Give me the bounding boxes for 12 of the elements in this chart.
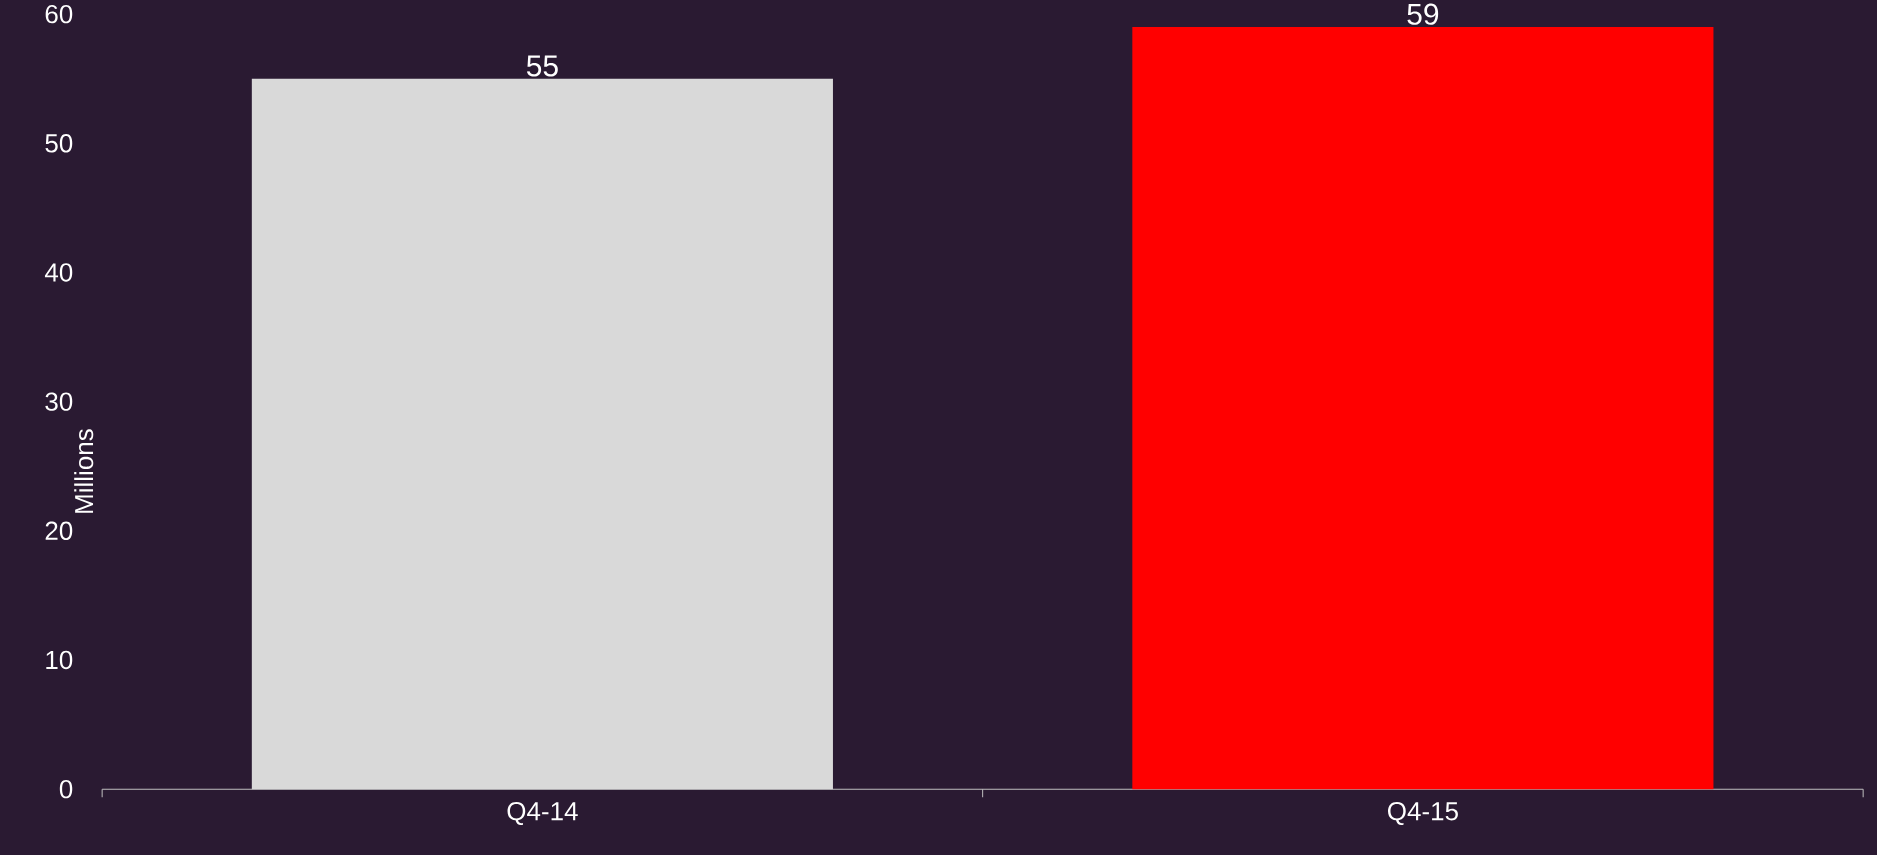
y-tick-label: 60 [45, 4, 73, 24]
y-tick-label: 0 [59, 779, 73, 799]
y-tick-label: 20 [45, 521, 73, 540]
x-tick-label: Q4-15 [1388, 801, 1458, 826]
y-tick-label: 40 [44, 263, 73, 282]
y-tick-label: 50 [45, 134, 73, 153]
data-label: 55 [526, 55, 558, 77]
data-label: 59 [1407, 3, 1439, 25]
y-tick-label: 10 [46, 650, 73, 670]
y-axis-title: Millions [74, 429, 94, 513]
x-tick-label: Q4-14 [507, 801, 578, 826]
y-tick-label: 30 [45, 392, 73, 411]
